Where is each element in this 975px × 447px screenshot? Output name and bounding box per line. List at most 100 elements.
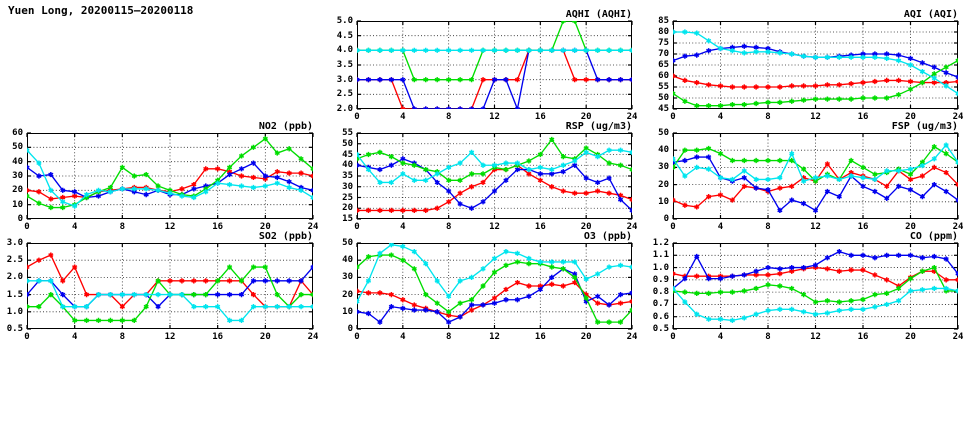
ytick-label: 3.0 bbox=[336, 74, 353, 85]
ytick-label: 20 bbox=[342, 203, 353, 214]
ytick-label: 1.5 bbox=[6, 289, 23, 300]
xtick-label: 16 bbox=[534, 222, 546, 232]
ytick-label: 70 bbox=[658, 49, 669, 59]
ytick-label: 40 bbox=[342, 160, 353, 171]
xtick-label: 4 bbox=[71, 222, 78, 232]
xtick-label: 16 bbox=[534, 112, 546, 122]
ytick-label: 35 bbox=[342, 171, 353, 181]
ytick-label: 3.5 bbox=[336, 60, 353, 70]
ytick-label: 2.0 bbox=[336, 104, 353, 114]
panel-co: CO (ppm) 0.5 0.6 0.7 0.8 0.9 1.0 1.1 1.2 0 4 8 12 16 2… bbox=[653, 231, 964, 342]
xtick-label: 8 bbox=[445, 112, 452, 122]
xtick-label: 0 bbox=[24, 222, 30, 232]
xtick-label: 12 bbox=[489, 332, 500, 342]
ytick-label: 45 bbox=[658, 104, 669, 114]
ytick-label: 2.5 bbox=[6, 255, 23, 266]
panel-title-aqhi: AQHI (AQHI) bbox=[565, 9, 632, 20]
series-layer-aqi bbox=[672, 20, 959, 110]
xtick-label: 24 bbox=[307, 222, 319, 232]
panel-title-so2: SO2 (ppb) bbox=[258, 231, 313, 242]
panel-aqi: AQI (AQI) 45 50 55 60 65 70 75 80 85 0 4 8 12 16 20 24 bbox=[658, 9, 963, 122]
xtick-label: 20 bbox=[259, 332, 271, 342]
ytick-label: 3.0 bbox=[6, 238, 23, 248]
xtick-label: 8 bbox=[445, 332, 452, 342]
xtick-label: 16 bbox=[212, 222, 224, 232]
ytick-label: 55 bbox=[342, 128, 353, 138]
series-layer-rsp bbox=[356, 132, 633, 220]
ytick-label: 50 bbox=[658, 128, 669, 138]
xtick-label: 4 bbox=[717, 332, 724, 342]
series-layer-no2 bbox=[26, 132, 314, 220]
panel-title-rsp: RSP (ug/m3) bbox=[565, 121, 632, 132]
plot-area-so2 bbox=[27, 243, 313, 329]
xtick-label: 16 bbox=[857, 332, 869, 342]
ytick-label: 1.1 bbox=[652, 250, 669, 261]
ytick-label: 0.5 bbox=[6, 324, 23, 334]
ytick-label: 75 bbox=[658, 38, 669, 48]
xtick-label: 12 bbox=[164, 222, 176, 232]
plot-area-aqhi bbox=[357, 21, 632, 109]
ytick-label: 0 bbox=[347, 324, 353, 334]
panel-title-no2: NO2 (ppb) bbox=[258, 121, 313, 132]
xtick-label: 8 bbox=[765, 112, 771, 122]
xtick-label: 0 bbox=[354, 332, 360, 342]
series-layer-o3 bbox=[356, 242, 633, 330]
xtick-label: 24 bbox=[626, 222, 638, 232]
xtick-label: 4 bbox=[400, 112, 406, 122]
ytick-label: 5.0 bbox=[336, 16, 353, 26]
ytick-label: 2.0 bbox=[6, 272, 23, 283]
xtick-label: 16 bbox=[857, 112, 869, 122]
ytick-label: 80 bbox=[658, 27, 669, 37]
xtick-label: 16 bbox=[534, 332, 546, 342]
xtick-label: 24 bbox=[307, 332, 319, 342]
xtick-label: 8 bbox=[765, 222, 771, 232]
ytick-label: 0.8 bbox=[652, 287, 669, 298]
xtick-label: 20 bbox=[580, 222, 592, 232]
panel-aqhi: AQHI (AQHI) 2.0 2.5 3.0 3.5 4.0 4.5 5.0 0 4 8 12 16 2… bbox=[337, 9, 638, 122]
ytick-label: 2.5 bbox=[336, 89, 353, 100]
ytick-label: 50 bbox=[12, 142, 23, 153]
ytick-label: 50 bbox=[342, 238, 353, 248]
ytick-label: 30 bbox=[342, 272, 353, 283]
xtick-label: 24 bbox=[952, 222, 964, 232]
ytick-label: 15 bbox=[342, 214, 353, 224]
xtick-label: 16 bbox=[857, 222, 869, 232]
panel-no2: NO2 (ppb) 0 10 20 30 40 50 60 0 4 8 12 16 20 24 bbox=[12, 121, 318, 232]
ytick-label: 0.9 bbox=[652, 274, 669, 285]
ytick-label: 30 bbox=[12, 171, 23, 181]
ytick-label: 1.0 bbox=[652, 262, 669, 273]
xtick-label: 0 bbox=[354, 112, 360, 122]
panel-title-fsp: FSP (ug/m3) bbox=[891, 121, 958, 132]
ytick-label: 1.0 bbox=[6, 306, 23, 317]
ytick-label: 25 bbox=[342, 192, 353, 203]
xtick-label: 12 bbox=[810, 222, 821, 232]
ytick-label: 40 bbox=[658, 145, 669, 156]
ytick-label: 10 bbox=[12, 199, 23, 210]
xtick-label: 12 bbox=[489, 112, 500, 122]
xtick-label: 12 bbox=[810, 112, 821, 122]
xtick-label: 20 bbox=[580, 332, 592, 342]
xtick-label: 24 bbox=[952, 112, 964, 122]
ytick-label: 20 bbox=[658, 179, 669, 190]
xtick-label: 20 bbox=[905, 332, 916, 342]
ytick-label: 20 bbox=[342, 289, 353, 300]
xtick-label: 0 bbox=[670, 332, 676, 342]
ytick-label: 4.5 bbox=[336, 30, 353, 41]
panel-o3: O3 (ppb) 0 10 20 30 40 50 0 4 8 12 16 20 24 bbox=[342, 231, 637, 342]
xtick-label: 12 bbox=[164, 332, 176, 342]
ytick-label: 45 bbox=[342, 149, 353, 160]
xtick-label: 20 bbox=[259, 222, 271, 232]
xtick-label: 16 bbox=[212, 332, 224, 342]
xtick-label: 0 bbox=[24, 332, 30, 342]
ytick-label: 60 bbox=[12, 128, 23, 138]
panel-so2: SO2 (ppb) 0.5 1.0 1.5 2.0 2.5 3.0 0 4 8 12 16 20 24 bbox=[7, 231, 319, 342]
xtick-label: 8 bbox=[119, 332, 126, 342]
ytick-label: 0 bbox=[17, 214, 23, 224]
xtick-label: 4 bbox=[400, 332, 406, 342]
xtick-label: 4 bbox=[717, 222, 724, 232]
xtick-label: 8 bbox=[119, 222, 126, 232]
xtick-label: 4 bbox=[400, 222, 406, 232]
ytick-label: 1.2 bbox=[652, 238, 669, 248]
xtick-label: 20 bbox=[905, 222, 916, 232]
